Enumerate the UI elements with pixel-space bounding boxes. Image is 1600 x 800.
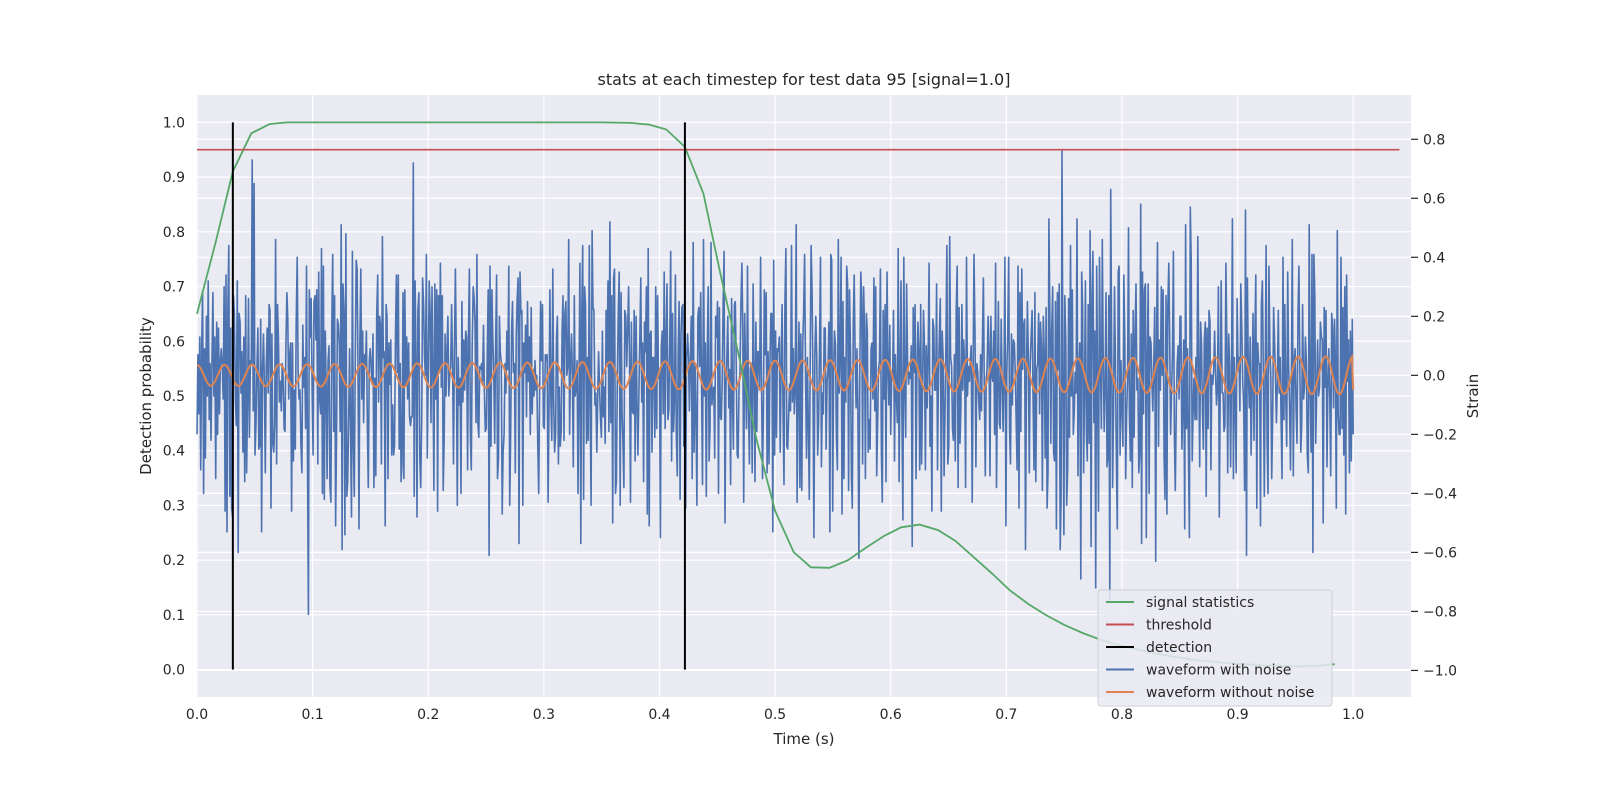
y-tick-label: 0.0	[163, 663, 185, 679]
y-tick-label: 0.5	[163, 389, 185, 405]
waveform-with-noise-line	[196, 150, 1354, 616]
right-y-axis: −1.0 −0.8 −0.6 −0.4 −0.2 0.0 0.2 0.4 0.6 0.8	[1411, 132, 1457, 679]
y2-tick-label: 0.2	[1423, 309, 1445, 325]
x-tick-label: 0.6	[880, 707, 902, 723]
y-tick-label: 0.4	[163, 444, 185, 460]
legend-entry: waveform without noise	[1106, 685, 1314, 701]
x-tick-label: 0.0	[186, 707, 208, 723]
legend-label: waveform without noise	[1146, 685, 1314, 701]
legend-entry: signal statistics	[1106, 595, 1254, 611]
y-tick-label: 0.1	[163, 608, 185, 624]
y2-tick-label: −0.2	[1423, 427, 1457, 443]
x-tick-label: 0.4	[648, 707, 670, 723]
y-tick-label: 0.7	[163, 280, 185, 296]
y2-tick-label: 0.6	[1423, 191, 1445, 207]
x-tick-label: 1.0	[1342, 707, 1364, 723]
legend-entry: threshold	[1106, 618, 1212, 634]
x-tick-label: 0.7	[995, 707, 1017, 723]
y2-tick-label: −0.6	[1423, 545, 1457, 561]
chart-title: stats at each timestep for test data 95 …	[598, 70, 1011, 89]
y2-axis-label: Strain	[1464, 374, 1482, 418]
x-tick-label: 0.1	[301, 707, 323, 723]
legend-entry: waveform with noise	[1106, 663, 1291, 679]
y2-tick-label: −0.8	[1423, 604, 1457, 620]
x-tick-label: 0.2	[417, 707, 439, 723]
y-tick-label: 0.3	[163, 498, 185, 514]
x-axis: 0.0 0.1 0.2 0.3 0.4 0.5 0.6 0.7 0.8 0.9 1.0	[186, 707, 1364, 723]
y2-tick-label: 0.8	[1423, 132, 1445, 148]
legend-label: detection	[1146, 640, 1212, 656]
y-tick-label: 0.2	[163, 553, 185, 569]
x-tick-label: 0.9	[1226, 707, 1248, 723]
y-tick-label: 0.6	[163, 334, 185, 350]
y-tick-label: 0.8	[163, 225, 185, 241]
y-axis-label: Detection probability	[137, 317, 155, 475]
x-tick-label: 0.3	[533, 707, 555, 723]
x-tick-label: 0.8	[1111, 707, 1133, 723]
x-axis-label: Time (s)	[773, 730, 835, 748]
legend: signal statistics threshold detection wavef…	[1097, 589, 1333, 707]
legend-label: threshold	[1146, 618, 1212, 634]
y-tick-label: 0.9	[163, 170, 185, 186]
legend-label: signal statistics	[1146, 595, 1254, 611]
y2-tick-label: 0.4	[1423, 250, 1445, 266]
y-tick-label: 1.0	[163, 115, 185, 131]
legend-entry: detection	[1106, 640, 1212, 656]
y2-tick-label: −1.0	[1423, 663, 1457, 679]
legend-box	[1097, 589, 1333, 707]
x-tick-label: 0.5	[764, 707, 786, 723]
waveform-without-noise-line	[196, 353, 1355, 396]
legend-label: waveform with noise	[1146, 663, 1291, 679]
y2-tick-label: 0.0	[1423, 368, 1445, 384]
left-y-axis: 0.0 0.1 0.2 0.3 0.4 0.5 0.6 0.7 0.8 0.9 1.0	[163, 115, 185, 678]
y2-tick-label: −0.4	[1423, 486, 1457, 502]
